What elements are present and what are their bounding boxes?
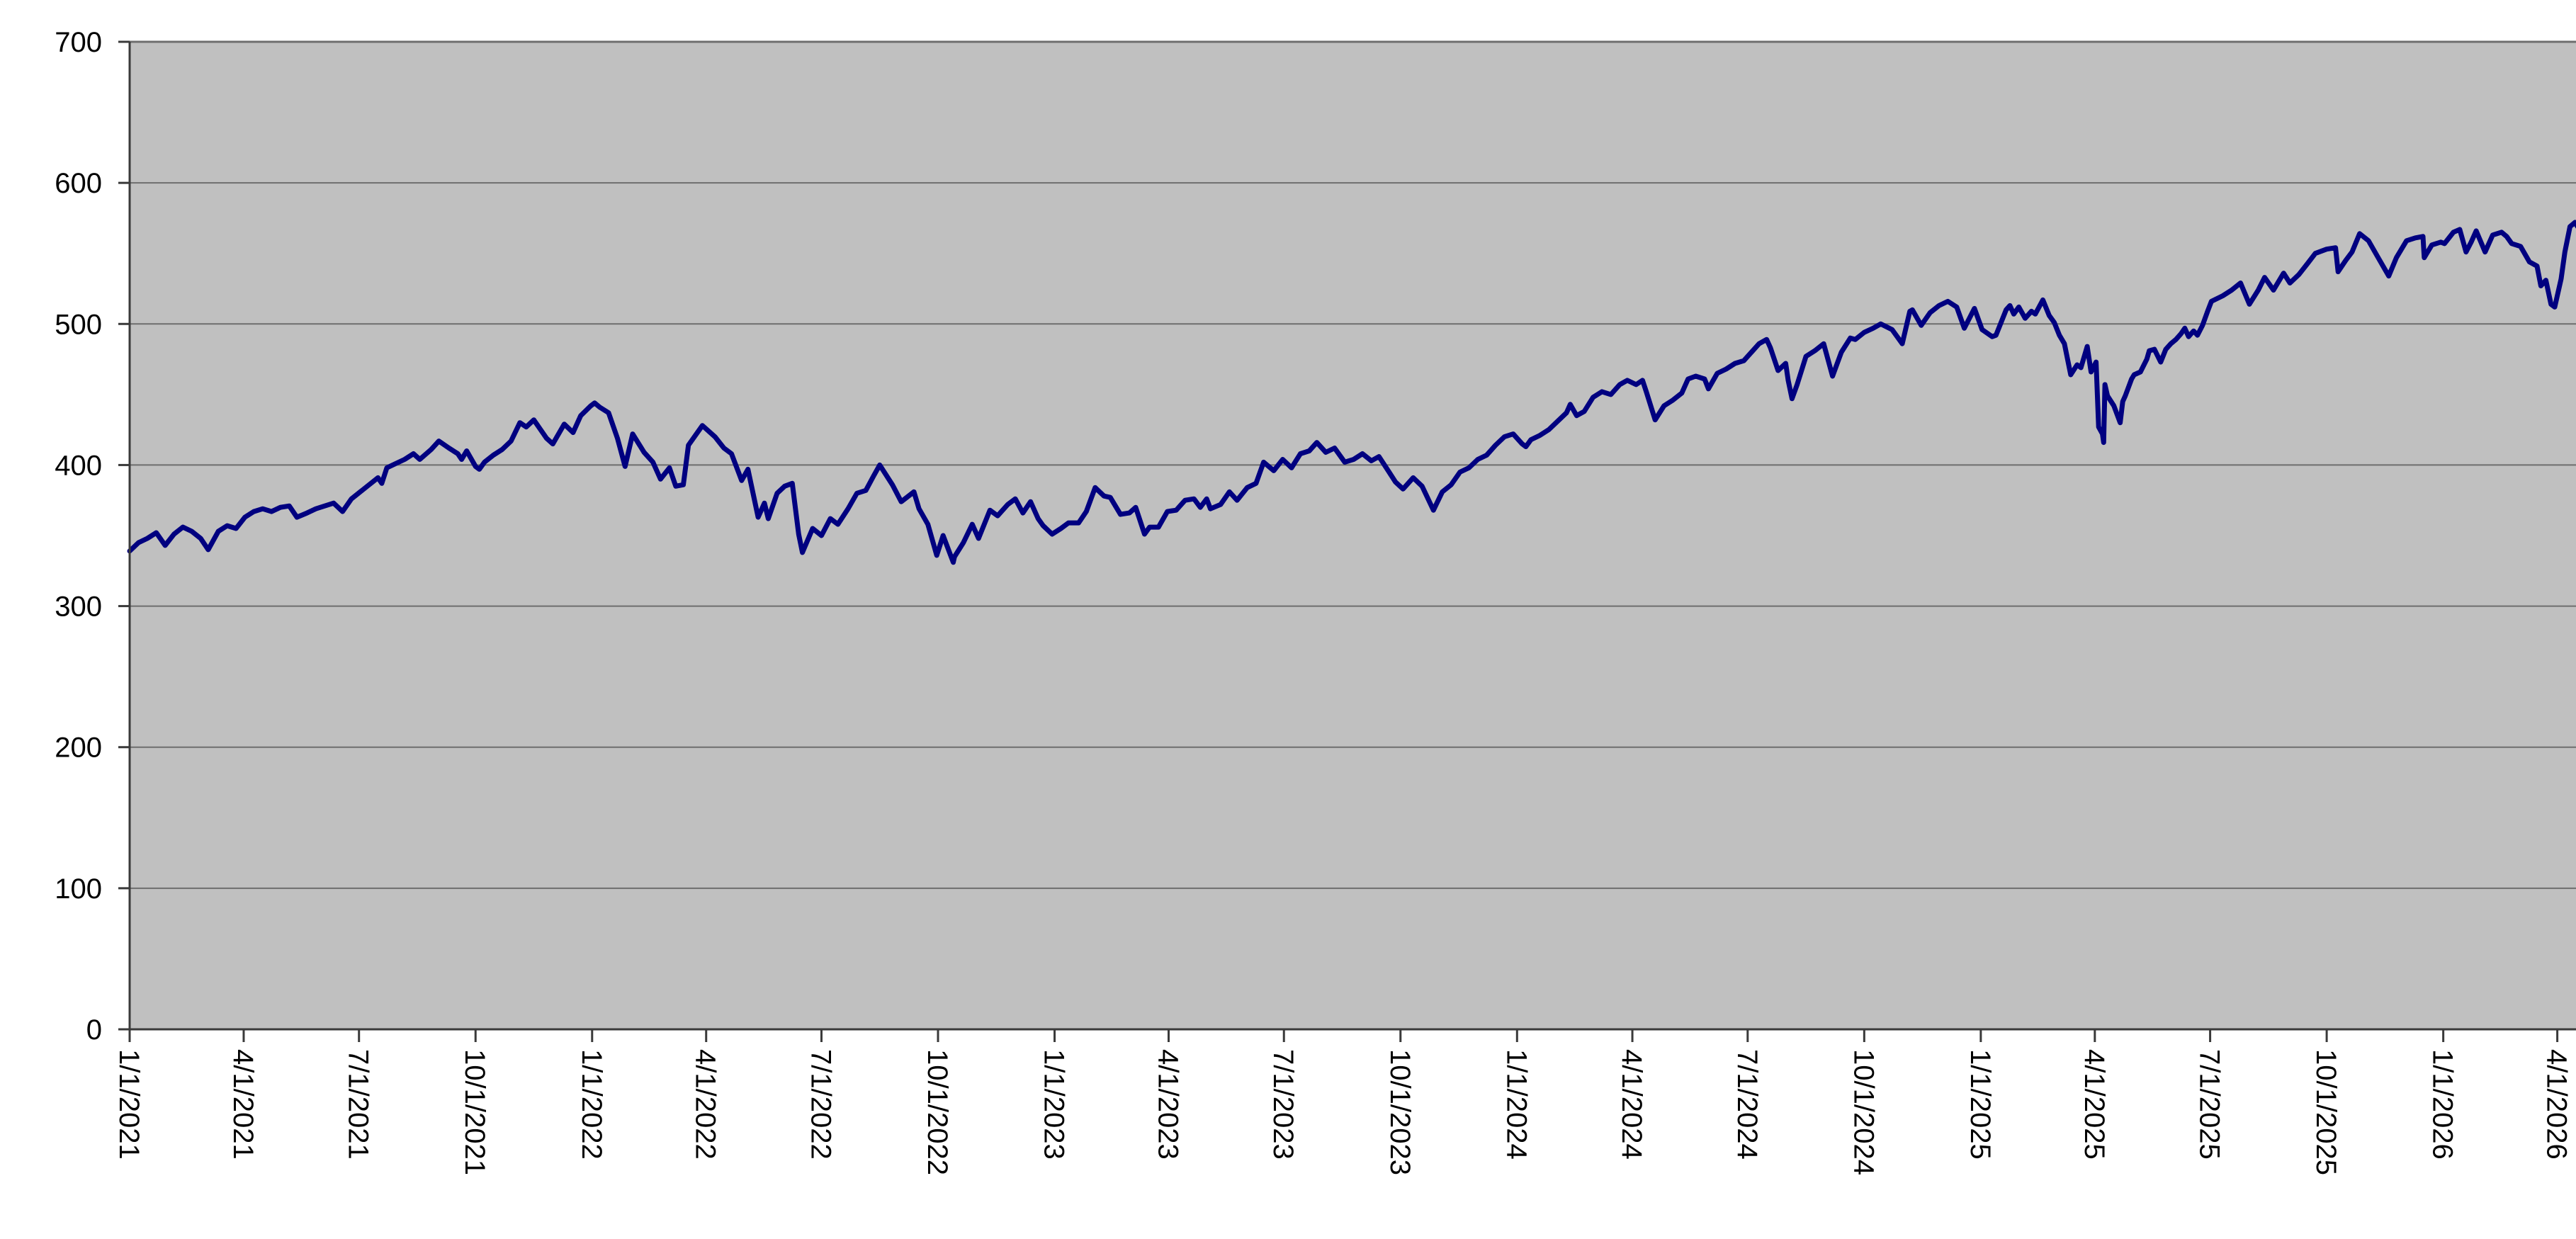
svg-text:200: 200 xyxy=(55,732,102,764)
y-axis-labels: 0 100 200 300 400 500 600 700 xyxy=(55,27,102,1046)
svg-text:1/1/2026: 1/1/2026 xyxy=(2427,1049,2458,1160)
y-axis-ticks xyxy=(118,40,130,1031)
svg-text:10/1/2024: 10/1/2024 xyxy=(1848,1049,1879,1175)
x-axis-labels: 1/1/2021 4/1/2021 7/1/2021 10/1/2021 1/1/202… xyxy=(113,1049,2572,1175)
svg-text:4/1/2022: 4/1/2022 xyxy=(690,1049,721,1160)
svg-text:1/1/2022: 1/1/2022 xyxy=(576,1049,607,1160)
svg-text:300: 300 xyxy=(55,592,102,623)
svg-text:1/1/2021: 1/1/2021 xyxy=(113,1049,145,1160)
svg-text:10/1/2023: 10/1/2023 xyxy=(1384,1049,1416,1175)
svg-text:4/1/2024: 4/1/2024 xyxy=(1616,1049,1647,1160)
chart-canvas: 0 100 200 300 400 500 600 700 1/1/2021 4/1/2021 7/… xyxy=(28,11,2576,1239)
y-gridlines xyxy=(130,182,2576,889)
svg-text:10/1/2025: 10/1/2025 xyxy=(2310,1049,2341,1175)
svg-text:7/1/2021: 7/1/2021 xyxy=(343,1049,374,1160)
series-line xyxy=(127,220,2576,565)
svg-text:600: 600 xyxy=(55,168,102,199)
svg-text:1/1/2025: 1/1/2025 xyxy=(1965,1049,1996,1160)
svg-text:10/1/2021: 10/1/2021 xyxy=(459,1049,490,1175)
svg-text:0: 0 xyxy=(86,1014,102,1046)
svg-text:10/1/2022: 10/1/2022 xyxy=(922,1049,953,1175)
svg-text:1/1/2024: 1/1/2024 xyxy=(1501,1049,1532,1160)
svg-text:4/1/2026: 4/1/2026 xyxy=(2541,1049,2572,1160)
svg-text:1/1/2023: 1/1/2023 xyxy=(1039,1049,1070,1160)
x-axis-ticks xyxy=(128,1029,2559,1042)
svg-text:4/1/2021: 4/1/2021 xyxy=(227,1049,259,1160)
svg-text:7/1/2025: 7/1/2025 xyxy=(2194,1049,2225,1160)
svg-text:700: 700 xyxy=(55,27,102,58)
svg-text:4/1/2025: 4/1/2025 xyxy=(2079,1049,2110,1160)
svg-text:7/1/2024: 7/1/2024 xyxy=(1732,1049,1763,1160)
svg-text:100: 100 xyxy=(55,873,102,905)
chart-svg: 0 100 200 300 400 500 600 700 1/1/2021 4/1/2021 7/… xyxy=(55,27,2576,1175)
svg-text:7/1/2023: 7/1/2023 xyxy=(1267,1049,1299,1160)
svg-text:4/1/2023: 4/1/2023 xyxy=(1152,1049,1183,1160)
svg-text:7/1/2022: 7/1/2022 xyxy=(805,1049,836,1160)
line-chart: 0 100 200 300 400 500 600 700 1/1/2021 4/1/2021 7/… xyxy=(28,11,2576,1235)
svg-text:500: 500 xyxy=(55,309,102,340)
axes xyxy=(128,42,2576,1031)
plot-area xyxy=(130,42,2576,1029)
svg-text:400: 400 xyxy=(55,450,102,481)
